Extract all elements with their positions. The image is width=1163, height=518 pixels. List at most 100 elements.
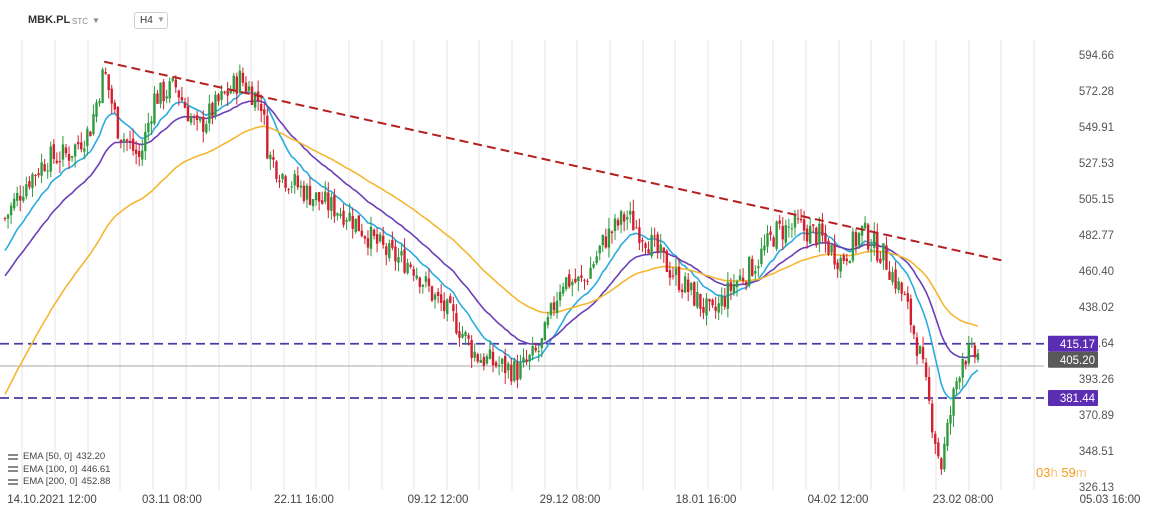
candle-body <box>967 344 970 364</box>
candle-body <box>723 296 726 307</box>
candle-body <box>67 154 71 161</box>
candle-body <box>561 286 565 294</box>
candle-body <box>34 175 37 177</box>
y-tick-label: 572.28 <box>1079 86 1114 98</box>
candle-body <box>961 359 964 378</box>
candle-body <box>619 211 623 225</box>
time-axis[interactable]: 14.10.2021 12:00 03.11 08:00 22.11 16:00 09… <box>7 494 1140 506</box>
candle-body <box>95 102 98 117</box>
candle-body <box>894 269 897 289</box>
candle-body <box>400 251 403 256</box>
candle-body <box>665 250 669 272</box>
candle-body <box>833 244 836 265</box>
candle-body <box>46 170 49 172</box>
candle-body <box>931 403 934 433</box>
candle-body <box>49 146 52 172</box>
candle-body <box>522 357 525 363</box>
candle-body <box>458 331 461 338</box>
candle-body <box>589 267 592 279</box>
candle-body <box>699 293 702 309</box>
candle-body <box>202 116 205 132</box>
candle-body <box>909 298 913 325</box>
candle-body <box>418 277 421 287</box>
candle-body <box>577 276 580 282</box>
candle-body <box>888 271 891 280</box>
visibility-icon[interactable] <box>8 478 19 487</box>
candle-body <box>223 91 226 94</box>
candle-body <box>812 224 815 226</box>
candle-body <box>726 282 730 309</box>
candle-body <box>473 351 476 358</box>
candle-body <box>802 219 806 231</box>
candle-body <box>336 213 339 216</box>
candle-body <box>604 236 608 248</box>
price-badge <box>1048 390 1098 407</box>
candle-body <box>763 245 766 251</box>
candle-body <box>439 294 443 303</box>
candle-body <box>424 276 428 282</box>
candle-body <box>269 154 272 160</box>
y-tick-label: 549.91 <box>1079 122 1114 134</box>
candle-body <box>546 317 550 326</box>
candle-body <box>781 225 784 240</box>
candle-body <box>873 232 876 248</box>
candle-body <box>644 243 647 249</box>
candle-body <box>9 205 13 216</box>
candle-body <box>805 228 809 242</box>
candle-body <box>244 82 248 92</box>
candle-body <box>125 139 129 141</box>
timeframe-select[interactable]: H4 ▼ <box>134 12 168 29</box>
y-tick-label: 348.51 <box>1079 446 1114 458</box>
candle-body <box>757 266 760 269</box>
candle-body <box>3 218 7 220</box>
x-tick-label: 18.01 16:00 <box>676 494 737 506</box>
candle-body <box>321 200 324 204</box>
legend-item[interactable]: EMA [100, 0] 446.61 <box>8 464 110 477</box>
candle-body <box>369 226 373 249</box>
candle-body <box>516 361 519 381</box>
legend-item[interactable]: EMA [50, 0] 432.20 <box>8 451 110 464</box>
visibility-icon[interactable] <box>8 465 19 474</box>
candle-body <box>851 231 855 261</box>
x-tick-label: 09.12 12:00 <box>408 494 469 506</box>
ticker-symbol[interactable]: MBK.PL <box>28 14 71 26</box>
candle-body <box>229 90 232 94</box>
data-source-label[interactable]: STC <box>72 17 88 26</box>
candle-body <box>43 164 46 171</box>
candle-body <box>263 109 266 115</box>
y-tick-label: 460.40 <box>1079 266 1114 278</box>
candle-body <box>311 199 315 207</box>
candle-body <box>360 230 364 237</box>
candle-body <box>348 212 351 221</box>
candle-body <box>912 325 916 335</box>
chevron-down-icon[interactable]: ▼ <box>92 16 100 25</box>
candle-body <box>372 229 376 236</box>
candle-body <box>866 224 870 250</box>
candle-body <box>513 360 516 381</box>
candle-body <box>385 246 388 255</box>
candle-body <box>754 271 757 274</box>
candle-body <box>500 358 504 364</box>
candle-body <box>220 90 223 100</box>
countdown-hours-unit: h <box>1050 465 1058 480</box>
candle-countdown: 03h 59m <box>1036 465 1087 480</box>
legend-item[interactable]: EMA [200, 0] 452.88 <box>8 476 110 489</box>
candle-body <box>452 304 455 312</box>
candle-body <box>494 362 498 367</box>
candle-body <box>388 243 391 259</box>
candle-body <box>77 141 80 145</box>
y-tick-label: 326.13 <box>1079 482 1114 494</box>
price-badge <box>1048 351 1098 368</box>
candle-body <box>470 339 473 358</box>
candle-body <box>80 142 83 150</box>
visibility-icon[interactable] <box>8 453 19 462</box>
price-axis[interactable]: 594.66 572.28 549.91 527.53 505.15 482.77 460.… <box>1079 50 1115 494</box>
candlesticks <box>3 64 980 475</box>
candle-body <box>510 364 513 382</box>
candle-body <box>205 124 208 133</box>
candle-body <box>601 234 604 246</box>
x-tick-label: 14.10.2021 12:00 <box>7 494 97 506</box>
candle-body <box>217 94 220 102</box>
candle-body <box>433 294 437 300</box>
